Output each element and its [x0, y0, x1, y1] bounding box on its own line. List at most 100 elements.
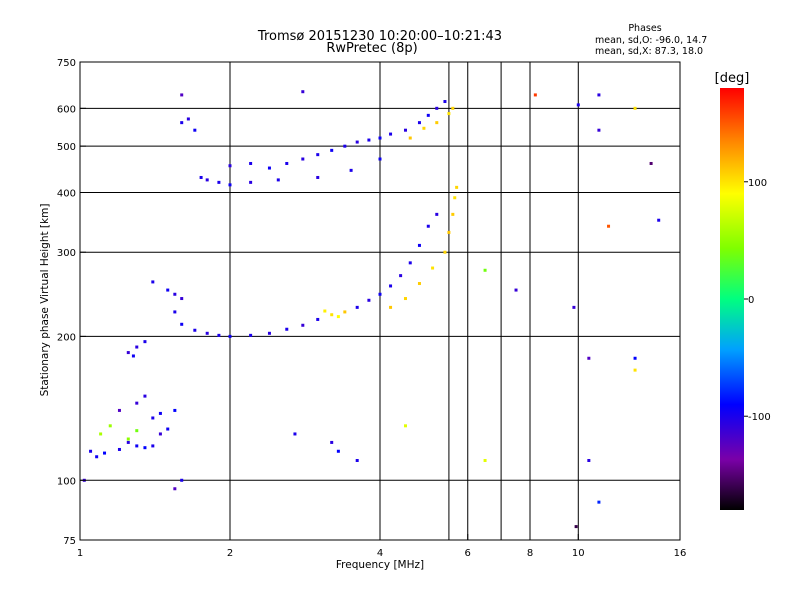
- point-s2-1: [186, 117, 190, 121]
- colorbar-tick-label-1: 0: [748, 295, 754, 306]
- y-tick-label-5: 500: [57, 142, 76, 153]
- point-s2-30: [422, 126, 426, 130]
- point-s2-26: [316, 175, 320, 179]
- x-tick-label-3: 6: [465, 548, 471, 559]
- point-s0-6: [143, 446, 147, 450]
- data-points: [82, 90, 661, 529]
- x-tick-label-6: 16: [674, 548, 687, 559]
- point-s2-28: [378, 157, 382, 161]
- colorbar-ticks: 100 0 -100: [744, 178, 771, 423]
- point-s1-28: [417, 282, 421, 286]
- x-axis-label: Frequency [MHz]: [336, 559, 424, 571]
- point-s1-3: [180, 297, 184, 301]
- point-s2-21: [426, 113, 430, 117]
- point-s0-9: [166, 427, 170, 431]
- point-s3-7: [649, 161, 653, 165]
- x-tick-label-4: 8: [527, 548, 533, 559]
- point-s2-33: [451, 106, 455, 110]
- y-tick-label-7: 750: [57, 58, 76, 69]
- point-s0-25: [180, 478, 184, 482]
- point-s0-4: [126, 440, 130, 444]
- point-s3-5: [597, 128, 601, 132]
- point-s2-15: [355, 140, 359, 144]
- colorbar: [720, 88, 744, 510]
- point-s2-9: [267, 166, 271, 170]
- point-s3-18: [483, 458, 487, 462]
- point-s1-20: [389, 284, 393, 288]
- point-s2-12: [316, 153, 320, 157]
- colorbar-tick-label-2: -100: [748, 412, 771, 423]
- y-tick-label-4: 400: [57, 188, 76, 199]
- point-s3-22: [330, 440, 334, 444]
- point-s2-16: [367, 138, 371, 142]
- point-s3-2: [533, 93, 537, 97]
- x-tick-label-0: 1: [77, 548, 83, 559]
- point-s3-19: [514, 288, 518, 292]
- point-s3-23: [403, 424, 407, 428]
- point-s2-6: [228, 183, 232, 187]
- point-s1-11: [267, 331, 271, 335]
- point-s0-14: [151, 416, 155, 420]
- point-s0-11: [108, 424, 112, 428]
- phases-line-x: mean, sd,X: 87.3, 18.0: [595, 46, 703, 57]
- point-s1-16: [343, 310, 347, 314]
- point-s2-10: [285, 161, 289, 165]
- chart-title: Tromsø 20151230 10:20:00–10:21:43: [257, 29, 502, 44]
- y-tick-label-3: 300: [57, 248, 76, 259]
- point-s0-20: [126, 351, 130, 355]
- point-s2-29: [408, 136, 412, 140]
- y-tick-label-2: 200: [57, 332, 76, 343]
- point-s0-7: [151, 444, 155, 448]
- point-s3-16: [574, 525, 578, 529]
- x-axis-ticks: 1 2 4 6 8 10 16: [77, 534, 687, 559]
- point-s3-1: [301, 90, 305, 94]
- point-s1-14: [316, 317, 320, 321]
- point-s1-12: [285, 327, 289, 331]
- y-tick-label-0: 75: [63, 536, 76, 547]
- point-s2-24: [249, 180, 253, 184]
- point-s3-0: [180, 93, 184, 97]
- point-s2-13: [330, 148, 334, 152]
- point-s1-25: [435, 212, 439, 216]
- point-s1-13: [301, 323, 305, 327]
- point-s3-6: [633, 106, 637, 110]
- point-s1-26: [389, 305, 393, 309]
- point-s0-8: [158, 432, 162, 436]
- point-s0-12: [126, 437, 130, 441]
- point-s2-3: [199, 175, 203, 179]
- point-s2-7: [228, 164, 232, 168]
- phases-line-o: mean, sd,O: -96.0, 14.7: [595, 35, 707, 46]
- point-s1-0: [151, 280, 155, 284]
- point-s2-19: [403, 128, 407, 132]
- point-s3-20: [355, 458, 359, 462]
- point-s1-19: [378, 292, 382, 296]
- point-s1-35: [323, 309, 327, 313]
- point-s2-23: [443, 100, 447, 104]
- point-s2-5: [217, 180, 221, 184]
- grid-lines: [80, 62, 680, 540]
- point-s2-4: [205, 178, 209, 182]
- point-s0-26: [173, 487, 177, 491]
- point-s1-24: [426, 224, 430, 228]
- point-s3-14: [587, 458, 591, 462]
- point-s1-23: [417, 243, 421, 247]
- point-s1-2: [173, 292, 177, 296]
- point-s0-19: [173, 408, 177, 412]
- point-s3-10: [572, 305, 576, 309]
- point-s0-15: [117, 408, 121, 412]
- point-s1-15: [330, 313, 334, 317]
- point-s3-4: [597, 93, 601, 97]
- point-s2-25: [276, 178, 280, 182]
- point-s1-10: [249, 333, 253, 337]
- x-tick-label-2: 4: [377, 548, 383, 559]
- point-s3-15: [597, 500, 601, 504]
- point-s2-20: [417, 121, 421, 125]
- point-s2-2: [193, 128, 197, 132]
- point-s1-4: [173, 310, 177, 314]
- point-s3-17: [483, 268, 487, 272]
- point-s0-21: [135, 345, 139, 349]
- point-s0-5: [135, 444, 139, 448]
- point-s1-31: [447, 230, 451, 234]
- point-s0-0: [89, 449, 93, 453]
